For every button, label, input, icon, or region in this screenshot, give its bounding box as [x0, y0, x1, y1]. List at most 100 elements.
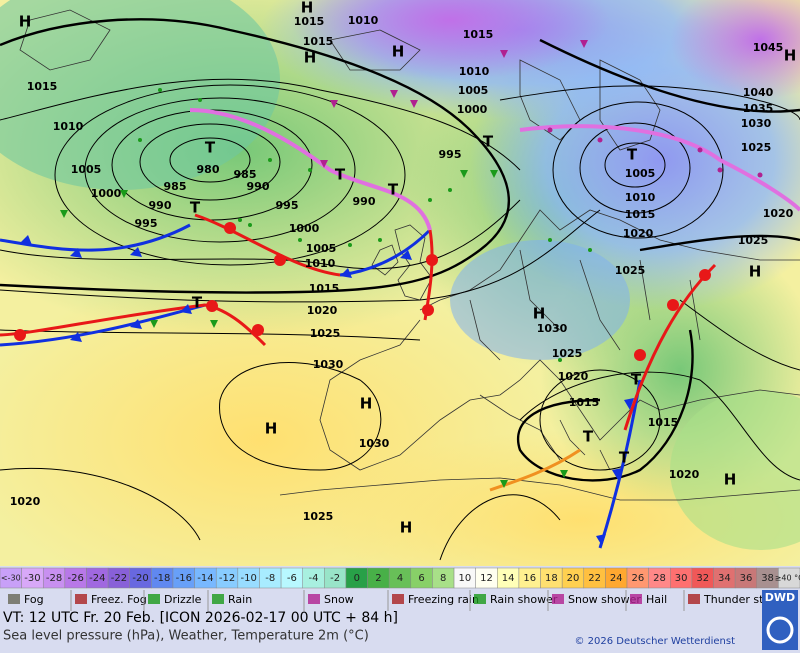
isobar-label: 990 [247, 180, 270, 193]
scale-tick-label: -4 [309, 573, 319, 584]
isobar-label: 1010 [459, 65, 490, 78]
pressure-center: H [400, 519, 413, 537]
logo: DWD [765, 591, 795, 604]
scale-tick-label: -14 [197, 573, 213, 584]
legend-symbol [308, 594, 320, 604]
pressure-center: T [205, 139, 216, 157]
scale-tick-label: 16 [523, 573, 536, 584]
scale-tick-label: 34 [718, 573, 731, 584]
map [0, 0, 800, 566]
pressure-center: T [335, 166, 346, 184]
isobar-label: 985 [234, 168, 257, 181]
scale-tick-label: -30 [24, 573, 40, 584]
pressure-center: T [192, 294, 203, 312]
pressure-center: H [301, 0, 314, 17]
legend-symbol [75, 594, 87, 604]
scale-tick-label: 38 [761, 573, 774, 584]
isobar-label: 1015 [569, 396, 600, 409]
pressure-center: H [265, 420, 278, 438]
scale-tick-label: 2 [375, 573, 381, 584]
isobar-label: 1010 [625, 191, 656, 204]
legend-symbol [474, 594, 486, 604]
legend-label: Rain shower [490, 593, 558, 606]
isobar-label: 990 [149, 199, 172, 212]
isobar-label: 1005 [306, 242, 337, 255]
isobar-label: 1020 [307, 304, 338, 317]
pressure-center: T [631, 371, 642, 389]
legend-symbol [630, 594, 642, 604]
scale-tick-label: 32 [696, 573, 709, 584]
scale-low-label: <-30 [1, 574, 21, 583]
isobar-label: 1015 [625, 208, 656, 221]
isobar-label: 1015 [294, 15, 325, 28]
pressure-center: T [388, 181, 399, 199]
logo-swirl [766, 616, 794, 644]
isobar-label: 1025 [552, 347, 583, 360]
isobar-label: 1020 [623, 227, 654, 240]
isobar-label: 995 [135, 217, 158, 230]
description: Sea level pressure (hPa), Weather, Tempe… [3, 629, 369, 644]
isobar-label: 985 [164, 180, 187, 193]
legend-label: Hail [646, 593, 667, 606]
weather-symbols [60, 88, 592, 488]
isobar-label: 995 [439, 148, 462, 161]
pressure-center: H [533, 305, 546, 323]
scale-tick-label: 18 [545, 573, 558, 584]
scale-tick-label: -22 [111, 573, 127, 584]
legend-symbol [552, 594, 564, 604]
scale-tick-label: 4 [397, 573, 403, 584]
logo-box [762, 590, 798, 650]
scale-tick-label: 8 [440, 573, 446, 584]
isobar-label: 995 [276, 199, 299, 212]
legend-label: Drizzle [164, 593, 202, 606]
isobar-label: 1025 [310, 327, 341, 340]
scale-tick-label: 20 [567, 573, 580, 584]
pressure-center: H [749, 263, 762, 281]
isobar-label: 1030 [537, 322, 568, 335]
pressure-center: T [627, 146, 638, 164]
isobar-label: 1000 [91, 187, 122, 200]
scale-tick-label: -28 [46, 573, 62, 584]
isobar-label: 1020 [10, 495, 41, 508]
legend-label: Rain [228, 593, 252, 606]
scale-tick-label: 12 [480, 573, 493, 584]
isobar-label: 990 [353, 195, 376, 208]
scale-high-label: ≥40 °C [775, 574, 800, 583]
isobar-label: 1030 [359, 437, 390, 450]
scale-tick-label: 24 [610, 573, 623, 584]
pressure-center: H [360, 395, 373, 413]
pressure-center: T [190, 199, 201, 217]
scale-tick-label: 28 [653, 573, 666, 584]
temperature-scale: <-30 -30 -28 -26 -24 -22 -20 -18 -16 -14 -12 -10 -8-… [0, 567, 800, 589]
isobar-label: 1015 [463, 28, 494, 41]
isobar-label: 1030 [741, 117, 772, 130]
scale-tick-label: 6 [418, 573, 424, 584]
scale-tick-label: -12 [219, 573, 235, 584]
pressure-center: T [483, 133, 494, 151]
copyright: © 2026 Deutscher Wetterdienst [574, 636, 735, 647]
isobar-label: 1030 [313, 358, 344, 371]
isobar-label: 1020 [558, 370, 589, 383]
scale-tick-label: 30 [675, 573, 688, 584]
isobar-label: 980 [197, 163, 220, 176]
isobar-label: 1025 [738, 234, 769, 247]
legend-label: Freez. Fog [91, 593, 147, 606]
isobar-label: 1035 [743, 102, 774, 115]
legend-symbol [8, 594, 20, 604]
isobar-label: 1020 [763, 207, 794, 220]
isobar-label: 1015 [27, 80, 58, 93]
isobar-label: 1005 [625, 167, 656, 180]
isobar-label: 1000 [289, 222, 320, 235]
scale-tick-label: 22 [588, 573, 601, 584]
isobar-label: 1015 [648, 416, 679, 429]
legend-symbol [148, 594, 160, 604]
legend-label: Fog [24, 593, 44, 606]
valid-time: VT: 12 UTC Fr. 20 Feb. [ICON 2026-02-17 … [3, 610, 398, 626]
scale-tick-label: -2 [330, 573, 340, 584]
isobar-label: 1010 [305, 257, 336, 270]
pressure-center: H [724, 471, 737, 489]
pressure-center: T [583, 428, 594, 446]
isobar-label: 1005 [71, 163, 102, 176]
isobar-label: 1015 [309, 282, 340, 295]
